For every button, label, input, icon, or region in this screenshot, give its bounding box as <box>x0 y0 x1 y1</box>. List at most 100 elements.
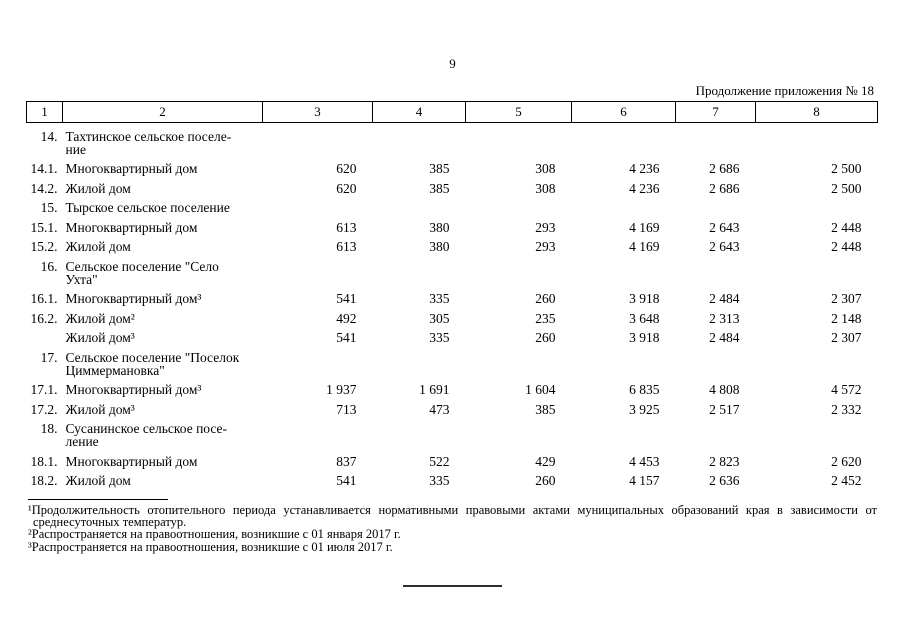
row-label: Сельское поселение "Село Ухта" <box>65 258 219 287</box>
row-number: 16.2. <box>30 310 58 326</box>
row-value: 260 <box>535 473 556 488</box>
table-row: 14.1. Многоквартирный дом 620 385 308 4 236 2 … <box>27 156 878 176</box>
row-value: 4 169 <box>629 219 660 235</box>
row-value: 2 448 <box>831 219 862 235</box>
row-label: Тырское сельское поселение <box>65 200 230 215</box>
row-value: 4 453 <box>629 453 660 469</box>
footnotes-block: ¹Продолжительность отопительного периода… <box>28 504 877 553</box>
row-label: Многоквартирный дом³ <box>65 382 202 397</box>
row-value: 2 643 <box>709 219 740 235</box>
settlement-group-row: 18. Сусанинское сельское посе- ление <box>27 416 878 449</box>
page-number: 9 <box>449 56 456 71</box>
row-value: 305 <box>429 310 450 326</box>
table-row: 16.1. Многоквартирный дом³ 541 335 260 3 918 2… <box>27 286 878 306</box>
table-row: 14.2. Жилой дом 620 385 308 4 236 2 686 2 500 <box>27 175 878 196</box>
row-value: 541 <box>336 330 357 345</box>
row-value: 2 643 <box>709 239 740 254</box>
row-value: 613 <box>336 219 357 235</box>
row-value: 2 484 <box>709 291 740 306</box>
row-value: 837 <box>336 453 357 469</box>
table-row: Жилой дом³ 541 335 260 3 918 2 484 2 307 <box>27 325 878 345</box>
row-value: 6 835 <box>629 382 660 397</box>
row-value: 293 <box>535 219 556 235</box>
table-header-cell: 5 <box>465 101 572 123</box>
row-value: 473 <box>429 401 450 417</box>
row-number: 17.2. <box>30 401 58 417</box>
footnote-marker: ² <box>28 527 32 542</box>
row-value: 541 <box>336 473 357 488</box>
row-value: 2 500 <box>831 161 862 176</box>
row-label: Многоквартирный дом <box>65 453 198 469</box>
table-header-cell: 2 <box>62 101 263 123</box>
table-header-cell: 4 <box>372 101 466 123</box>
row-value: 308 <box>535 180 556 196</box>
row-number <box>27 325 63 345</box>
row-value: 2 307 <box>831 330 862 345</box>
row-number: 15. <box>40 200 58 215</box>
settlement-group-row: 17. Сельское поселение "Поселок Циммерман… <box>27 344 878 378</box>
row-value: 3 648 <box>629 310 660 326</box>
row-value: 385 <box>535 401 556 417</box>
row-value: 3 925 <box>629 401 660 417</box>
row-value: 2 307 <box>831 291 862 306</box>
table-header-cell: 8 <box>755 101 878 123</box>
row-value: 620 <box>336 180 357 196</box>
row-value: 2 484 <box>709 330 740 345</box>
row-value: 2 500 <box>831 180 862 196</box>
row-value: 2 148 <box>831 310 862 326</box>
row-label: Жилой дом <box>65 239 131 254</box>
table-row: 17.2. Жилой дом³ 713 473 385 3 925 2 517 2 332 <box>27 396 878 417</box>
row-number: 14. <box>40 128 58 144</box>
row-value: 4 236 <box>629 161 660 176</box>
row-value: 260 <box>535 330 556 345</box>
row-value: 1 691 <box>419 382 450 397</box>
row-value: 4 808 <box>709 382 740 397</box>
row-value: 2 313 <box>709 310 740 326</box>
row-value: 2 620 <box>831 453 862 469</box>
table-header-cell: 3 <box>262 101 373 123</box>
row-value: 2 448 <box>831 239 862 254</box>
settlement-group-row: 15. Тырское сельское поселение <box>27 195 878 215</box>
row-label: Жилой дом³ <box>65 330 135 345</box>
footnote-line: ¹Продолжительность отопительного периода… <box>28 503 877 517</box>
footnote-line: ³Распространяется на правоотношения, воз… <box>28 540 877 553</box>
row-label: Жилой дом² <box>65 310 135 326</box>
row-label: Жилой дом³ <box>65 401 135 417</box>
table-header-cell: 7 <box>675 101 756 123</box>
row-number: 14.2. <box>30 180 58 196</box>
row-label: Многоквартирный дом³ <box>65 291 202 306</box>
row-number: 17. <box>40 349 58 365</box>
settlement-group-row: 16. Сельское поселение "Село Ухта" <box>27 253 878 287</box>
row-value: 522 <box>429 453 450 469</box>
row-value: 2 517 <box>709 401 740 417</box>
row-label: Сусанинское сельское посе- ление <box>65 421 228 449</box>
table-row: 16.2. Жилой дом² 492 305 235 3 648 2 313 2 148 <box>27 305 878 326</box>
settlement-group-row: 14. Тахтинское сельское поселе- ние <box>27 123 878 156</box>
footnote-separator-line <box>28 499 168 500</box>
footnote-text: среднесуточных температур. <box>33 515 187 530</box>
row-label: Тахтинское сельское поселе- ние <box>65 128 232 157</box>
row-value: 385 <box>429 161 450 176</box>
footnote-line: ²Распространяется на правоотношения, воз… <box>28 527 877 542</box>
row-value: 2 332 <box>831 401 862 417</box>
row-value: 429 <box>535 453 556 469</box>
table-row: 15.2. Жилой дом 613 380 293 4 169 2 643 2 448 <box>27 234 878 254</box>
table-row: 18.1. Многоквартирный дом 837 522 429 4 453 2 … <box>27 448 878 469</box>
row-label: Многоквартирный дом <box>65 161 198 176</box>
row-number: 14.1. <box>30 161 58 176</box>
row-value: 335 <box>429 473 450 488</box>
footnote-text: Распространяется на правоотношения, возн… <box>31 527 401 542</box>
row-value: 2 823 <box>709 453 740 469</box>
row-value: 235 <box>535 310 556 326</box>
row-value: 620 <box>336 161 357 176</box>
row-value: 2 452 <box>831 473 862 488</box>
row-label: Сельское поселение "Поселок Циммермановк… <box>65 349 240 378</box>
row-value: 492 <box>336 310 357 326</box>
row-value: 4 236 <box>629 180 660 196</box>
row-value: 2 686 <box>709 161 740 176</box>
table-row: 15.1. Многоквартирный дом 613 380 293 4 169 2 … <box>27 214 878 235</box>
row-value: 541 <box>336 291 357 306</box>
bottom-rule <box>403 585 502 587</box>
footnote-text: Продолжительность отопительного периода … <box>31 503 877 517</box>
